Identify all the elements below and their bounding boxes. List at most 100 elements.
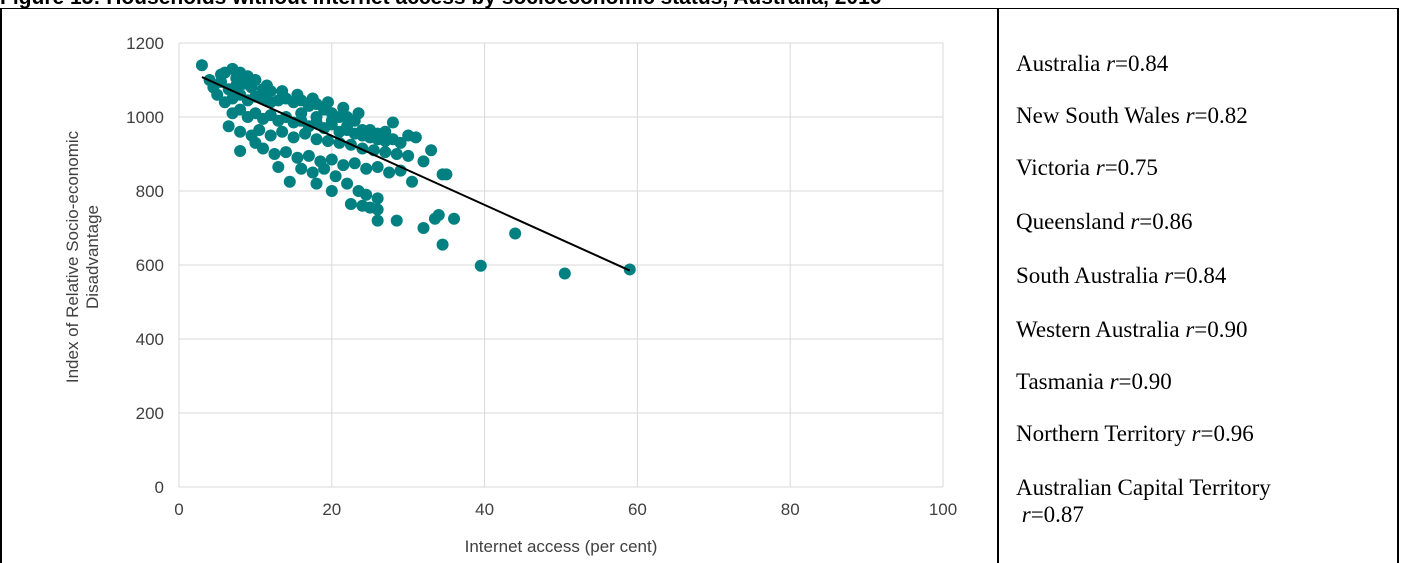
x-tick-label: 20	[322, 500, 341, 519]
data-point	[325, 114, 338, 127]
data-point	[341, 120, 354, 133]
r-symbol: r	[1185, 103, 1195, 128]
data-point	[623, 263, 636, 276]
data-point	[371, 192, 384, 205]
figure-frame	[0, 8, 1399, 563]
x-tick-label: 0	[174, 500, 183, 519]
data-point	[302, 149, 315, 162]
correlation-item: Queensland r=0.86	[1016, 208, 1193, 235]
data-point	[360, 188, 373, 201]
correlation-item: Victoria r=0.75	[1016, 154, 1158, 181]
data-point	[344, 197, 357, 210]
data-point	[390, 148, 403, 160]
data-point	[276, 125, 289, 138]
r-symbol: r	[1191, 421, 1201, 446]
data-point	[337, 101, 350, 114]
data-point	[417, 222, 430, 234]
data-point	[341, 177, 354, 190]
r-value: =0.86	[1139, 209, 1193, 234]
region-name: Australia	[1016, 51, 1101, 76]
correlation-item: Tasmania r=0.90	[1016, 368, 1172, 395]
data-point	[325, 153, 338, 166]
data-point	[558, 267, 571, 280]
region-name: Australian Capital Territory	[1016, 475, 1271, 500]
data-point	[291, 151, 304, 164]
y-axis-label: Index of Relative Socio-economicDisadvan…	[63, 130, 102, 383]
figure-title: Figure 15: Households without internet a…	[0, 0, 1402, 10]
data-point	[245, 75, 258, 88]
correlation-item: Western Australia r=0.90	[1016, 316, 1248, 343]
data-point	[409, 131, 422, 144]
x-tick-label: 60	[628, 500, 647, 519]
data-point	[195, 59, 208, 72]
data-point	[406, 175, 419, 188]
data-point	[371, 127, 384, 140]
data-point	[310, 133, 323, 146]
data-point	[253, 123, 266, 136]
r-value: =0.82	[1194, 103, 1248, 128]
data-point	[276, 85, 289, 98]
y-tick-label: 200	[136, 404, 164, 423]
data-point	[440, 168, 453, 181]
data-point	[436, 238, 449, 251]
data-point	[283, 175, 296, 188]
data-point	[386, 133, 399, 146]
data-point	[371, 203, 384, 216]
data-point	[371, 214, 384, 227]
region-name: Northern Territory	[1016, 421, 1186, 446]
data-point	[230, 72, 243, 85]
region-name: South Australia	[1016, 263, 1159, 288]
data-point	[352, 107, 365, 120]
r-symbol: r	[1130, 209, 1140, 234]
data-point	[432, 209, 445, 222]
data-point	[318, 162, 331, 175]
data-point	[356, 123, 369, 136]
data-point	[272, 160, 285, 173]
data-point	[249, 136, 262, 149]
data-point	[383, 166, 396, 179]
x-tick-label: 80	[781, 500, 800, 519]
x-tick-labels: 0 20 40 60 80 100	[174, 500, 957, 519]
correlation-item: Australian Capital Territory r=0.87	[1016, 474, 1271, 528]
data-point	[299, 127, 312, 140]
r-symbol: r	[1109, 369, 1119, 394]
r-symbol: r	[1164, 263, 1174, 288]
data-point	[509, 227, 522, 240]
r-value: =0.90	[1194, 317, 1248, 342]
scatter-chart: 0 200 400 600 800 1000 1200 0 20 40 60 80 100 Inter…	[63, 34, 957, 556]
correlation-item: Australia r=0.84	[1016, 50, 1168, 77]
data-point	[306, 92, 319, 105]
r-symbol: r	[1185, 317, 1195, 342]
r-value: =0.96	[1200, 421, 1254, 446]
data-points	[195, 59, 636, 280]
x-tick-label: 40	[475, 500, 494, 519]
data-point	[321, 96, 334, 109]
data-point	[264, 129, 277, 142]
r-symbol: r	[1016, 502, 1031, 527]
data-point	[234, 125, 247, 138]
r-value: =0.90	[1118, 369, 1172, 394]
data-point	[337, 159, 350, 172]
correlation-item: New South Wales r=0.82	[1016, 102, 1248, 129]
correlation-item: Northern Territory r=0.96	[1016, 420, 1254, 447]
r-value: =0.84	[1173, 263, 1227, 288]
correlation-item: South Australia r=0.84	[1016, 262, 1226, 289]
data-point	[390, 214, 403, 227]
y-tick-label: 600	[136, 256, 164, 275]
trendline	[201, 76, 631, 272]
data-point	[474, 259, 487, 272]
data-point	[279, 146, 292, 159]
data-point	[234, 145, 247, 158]
data-point	[329, 170, 342, 183]
region-name: Queensland	[1016, 209, 1125, 234]
y-tick-label: 800	[136, 182, 164, 201]
data-point	[306, 166, 319, 179]
data-point	[402, 149, 415, 162]
x-tick-label: 100	[929, 500, 957, 519]
data-point	[325, 185, 338, 197]
data-point	[348, 157, 361, 170]
data-point	[386, 116, 399, 129]
r-symbol: r	[1095, 155, 1105, 180]
gridlines	[178, 42, 944, 488]
data-point	[417, 155, 430, 168]
